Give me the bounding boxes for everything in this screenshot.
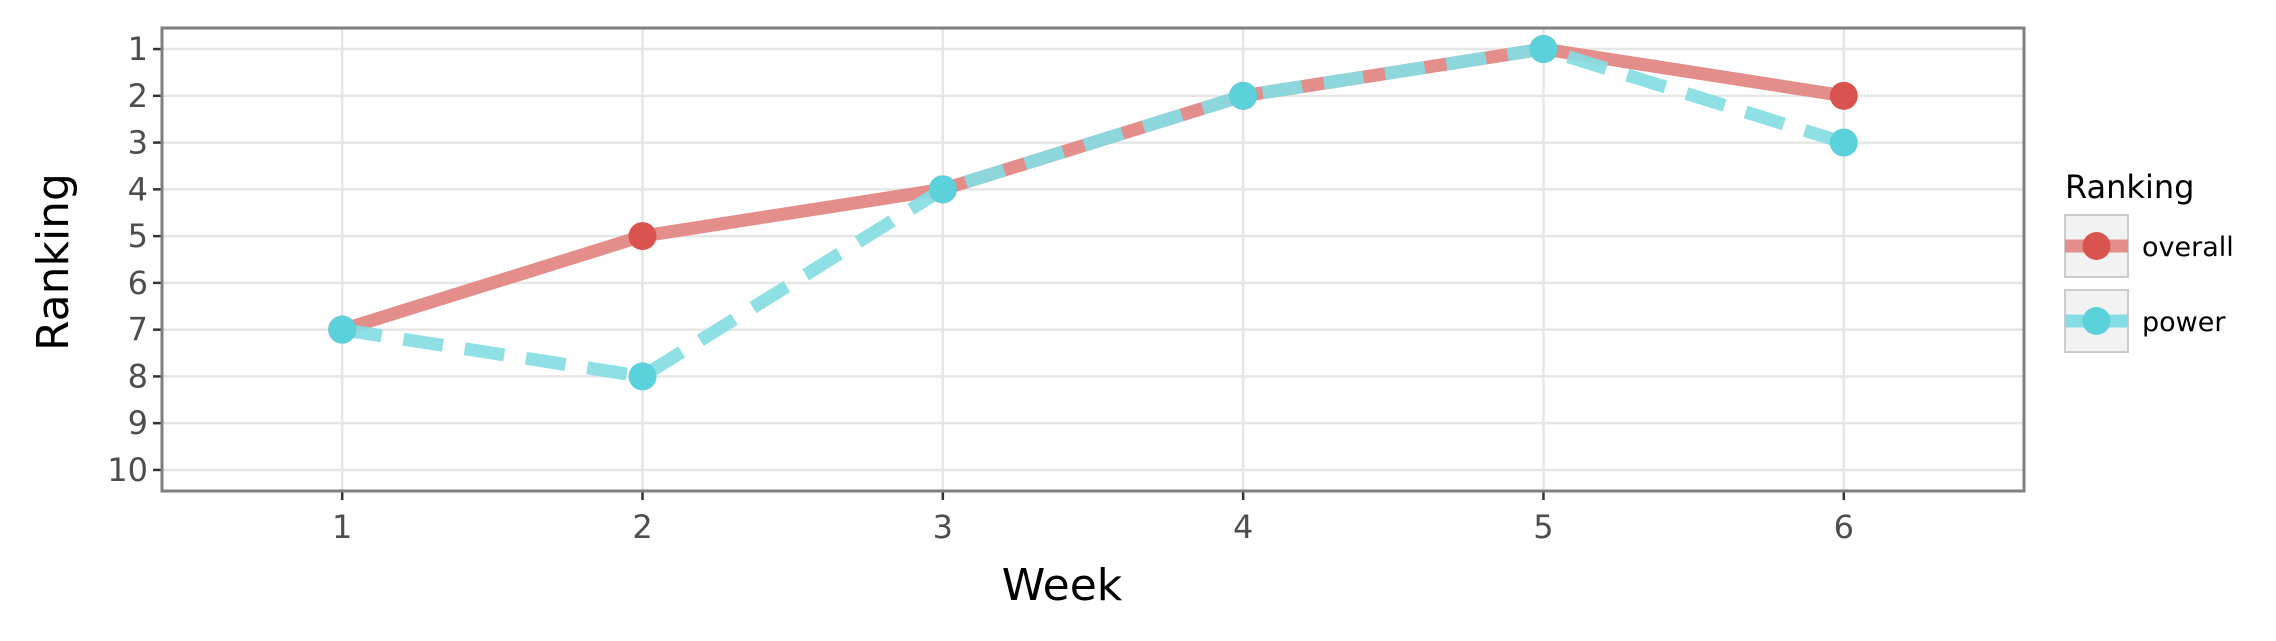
y-tick-label: 10 [107,451,148,489]
legend-entries: overall power [2064,214,2234,353]
data-point-overall [1829,81,1858,110]
legend-label-overall: overall [2142,232,2234,263]
x-tick-label: 1 [332,508,352,546]
y-tick-label: 6 [128,264,148,302]
data-point-power [1529,35,1558,64]
y-tick-label: 1 [128,30,148,68]
data-point-overall [628,222,657,251]
data-point-power [928,175,957,204]
x-tick-label: 2 [632,508,652,546]
x-axis-title: Week [1002,560,1123,611]
y-tick-label: 7 [128,311,148,349]
data-point-power [1829,128,1858,157]
x-tick-label: 4 [1233,508,1253,546]
y-tick-label: 3 [128,124,148,162]
data-point-power [1229,81,1258,110]
y-tick-label: 2 [128,77,148,115]
series-line-power [341,42,1846,383]
plot-panel-border [160,26,2026,493]
legend-title: Ranking [2065,168,2194,206]
y-tick-label: 5 [128,217,148,255]
series-points [328,35,1858,391]
y-tick-label: 4 [128,170,148,208]
x-tick-label: 3 [933,508,953,546]
x-tick-labels: 1 2 3 4 5 6 [332,508,1854,546]
x-tick-label: 5 [1533,508,1553,546]
data-point-power [628,362,657,391]
series-lines [340,42,1846,383]
legend-label-power: power [2142,307,2226,338]
legend-key-marker [2082,307,2111,335]
y-tick-label: 9 [128,404,148,442]
legend-key-marker [2082,232,2111,260]
legend: Ranking overall power [2064,168,2234,353]
data-point-power [328,315,357,344]
x-tick-label: 6 [1834,508,1854,546]
y-axis-title: Ranking [28,173,79,351]
y-tick-label: 8 [128,357,148,395]
y-tick-labels: 1 2 3 4 5 6 7 8 9 10 [107,30,148,489]
